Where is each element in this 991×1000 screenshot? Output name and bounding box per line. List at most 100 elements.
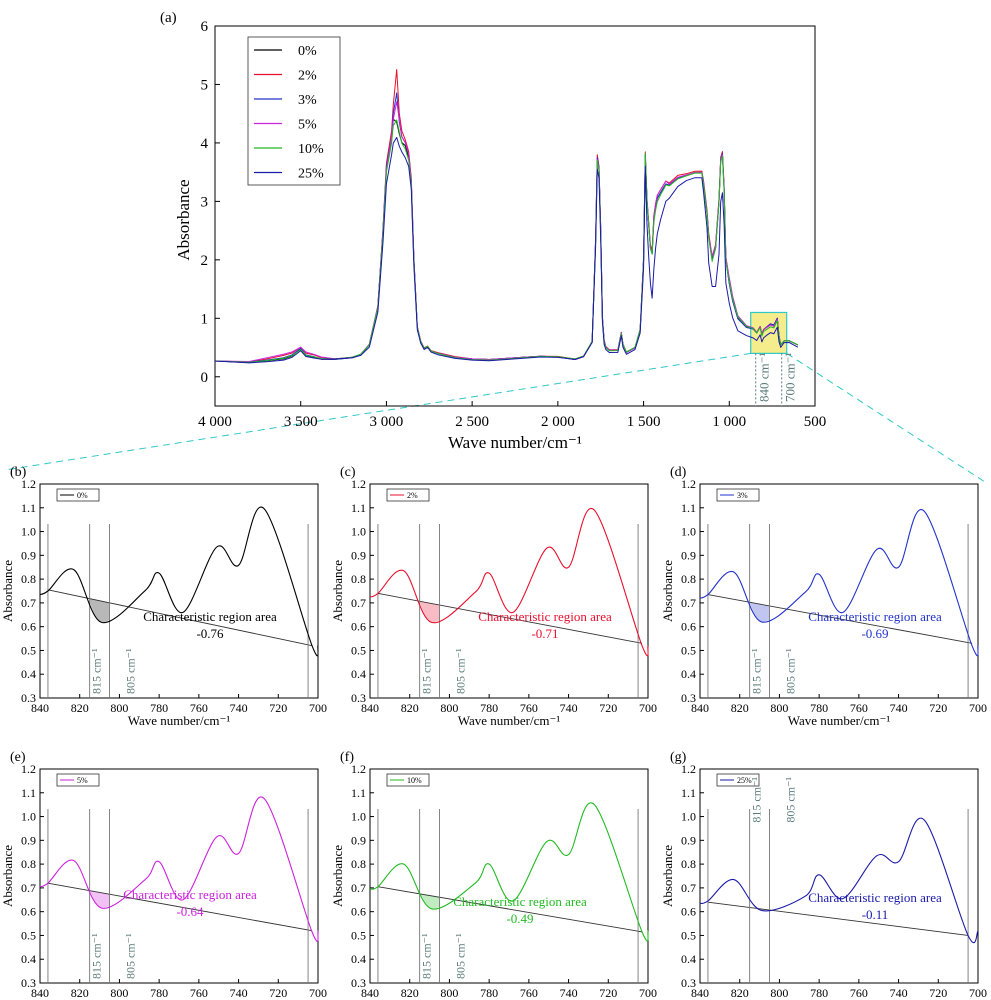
x-tick-label: 840 [31,701,49,715]
characteristic-region-fill [419,893,440,909]
y-tick-label: 1 [201,311,209,327]
x-tick-label: 760 [850,701,868,715]
y-tick-label: 0.4 [21,667,36,681]
y-tick-label: 1.1 [681,786,696,800]
annotation-value: -0.64 [176,904,204,919]
y-tick-label: 0.5 [21,928,36,942]
series-line-10pct [214,119,799,363]
x-tick-label: 760 [520,986,538,1000]
subpanel-g: (g) 0.3 0.4 0.5 0.6 0.7 0.8 0.9 1.0 1.1 1.2 840 820 8… [660,750,987,1000]
spectrum-curve [39,506,319,657]
y-tick-label: 0.9 [681,548,696,562]
region-marker-label: 805 cm⁻¹ [454,648,468,694]
subpanel-frame [39,768,319,984]
y-tick-label: 0.5 [351,928,366,942]
x-tick-label: 800 [110,701,128,715]
x-tick-label: 780 [480,986,498,1000]
main-axis-ticks: 4 000 3 500 3 000 2 500 2 000 1 500 1 000 500 0 1… [198,19,826,430]
legend-label: 5% [298,118,317,133]
y-tick-label: 0.8 [21,857,36,871]
y-axis-label: Absorbance [330,845,345,907]
spectrum-curve [699,817,979,944]
x-tick-label: 820 [401,986,419,1000]
annotation-value: -0.71 [531,626,558,641]
y-tick-label: 0.7 [681,881,696,895]
x-tick-label: 740 [560,701,578,715]
baseline-line [377,886,643,933]
x-tick-label: 800 [770,986,788,1000]
x-tick-label: 720 [929,986,947,1000]
y-tick-label: 0.5 [21,643,36,657]
y-tick-label: 1.0 [351,810,366,824]
legend-label: 2% [298,69,317,84]
y-tick-label: 0.8 [351,572,366,586]
annotation-label: Characteristic region area [123,887,257,902]
region-marker-label: 815 cm⁻¹ [90,933,104,979]
y-tick-label: 0.4 [351,667,366,681]
y-tick-label: 0.7 [351,881,366,895]
x-axis-label: Wave number/cm⁻¹ [788,998,891,1000]
y-tick-label: 0.6 [351,905,366,919]
legend-box [386,773,430,787]
y-tick-label: 0.8 [21,572,36,586]
region-marker-label: 700 cm⁻¹ [783,353,798,402]
x-tick-label: 840 [361,701,379,715]
x-tick-label: 720 [929,701,947,715]
y-tick-label: 0.9 [681,833,696,847]
x-tick-label: 720 [599,986,617,1000]
x-tick-label: 740 [890,701,908,715]
y-axis-label: Absorbance [0,845,15,907]
y-tick-label: 0.5 [681,643,696,657]
panel-label: (g) [670,750,687,765]
x-axis-label: Wave number/cm⁻¹ [458,998,561,1000]
annotation-value: -0.69 [861,626,888,641]
y-tick-label: 0.7 [21,881,36,895]
y-tick-label: 1.2 [681,477,696,491]
legend-label: 3% [737,491,748,500]
x-tick-label: 800 [770,701,788,715]
region-marker-label: 815 cm⁻¹ [90,648,104,694]
y-tick-label: 6 [201,19,209,35]
subpanel-frame [699,483,979,699]
y-tick-label: 1.1 [681,501,696,515]
subpanel-frame [369,483,649,699]
legend-label: 25% [298,167,324,182]
main-x-axis-label: Wave number/cm⁻¹ [448,433,582,452]
x-tick-label: 760 [520,701,538,715]
x-tick-label: 840 [361,986,379,1000]
panel-label-a: (a) [160,10,177,26]
y-tick-label: 0.8 [681,572,696,586]
baseline-line [47,589,313,647]
main-spectrum-panel: (a) 4 000 3 500 3 000 2 500 2 000 1 500 1 000 5… [160,10,826,452]
y-tick-label: 0.7 [351,596,366,610]
y-tick-label: 1.2 [21,477,36,491]
x-tick-label: 3 000 [370,414,404,430]
x-tick-label: 720 [599,701,617,715]
y-tick-label: 1.2 [351,477,366,491]
x-tick-label: 2 000 [541,414,575,430]
y-tick-label: 0.4 [21,952,36,966]
x-tick-label: 740 [230,701,248,715]
x-tick-label: 780 [810,701,828,715]
legend-box [386,488,430,502]
region-marker-label: 840 cm⁻¹ [757,353,772,402]
legend-label: 0% [77,491,88,500]
legend-label: 25% [737,776,752,785]
panel-label: (b) [10,465,27,480]
region-marker-label: 815 cm⁻¹ [750,777,764,823]
y-tick-label: 0.7 [681,596,696,610]
y-tick-label: 0.4 [681,952,696,966]
y-axis-label: Absorbance [660,845,675,907]
y-tick-label: 0.8 [351,857,366,871]
spectrum-curve [699,509,979,657]
x-tick-label: 3 500 [284,414,318,430]
y-tick-label: 5 [201,77,209,93]
region-marker-label: 805 cm⁻¹ [124,648,138,694]
x-tick-label: 840 [31,986,49,1000]
x-tick-label: 780 [480,701,498,715]
y-axis-label: Absorbance [0,560,15,622]
legend-label: 0% [298,44,317,59]
panel-label: (c) [340,465,356,480]
